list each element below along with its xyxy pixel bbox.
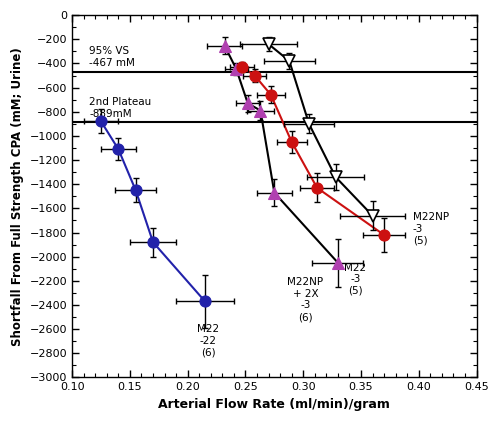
Text: 2nd Plateau
-889mM: 2nd Plateau -889mM	[90, 97, 152, 119]
Text: M22NP
+ 2X
-3
(6): M22NP + 2X -3 (6)	[288, 277, 324, 322]
X-axis label: Arterial Flow Rate (ml/min)/gram: Arterial Flow Rate (ml/min)/gram	[158, 398, 390, 411]
Text: M22NP
-3
(5): M22NP -3 (5)	[413, 212, 449, 246]
Text: 95% VS
-467 mM: 95% VS -467 mM	[90, 46, 136, 68]
Text: M22
-3
(5): M22 -3 (5)	[344, 263, 366, 296]
Text: M22
-22
(6): M22 -22 (6)	[198, 325, 220, 357]
Y-axis label: Shortfall From Full Strength CPA (mM; Urine): Shortfall From Full Strength CPA (mM; Ur…	[11, 47, 24, 346]
